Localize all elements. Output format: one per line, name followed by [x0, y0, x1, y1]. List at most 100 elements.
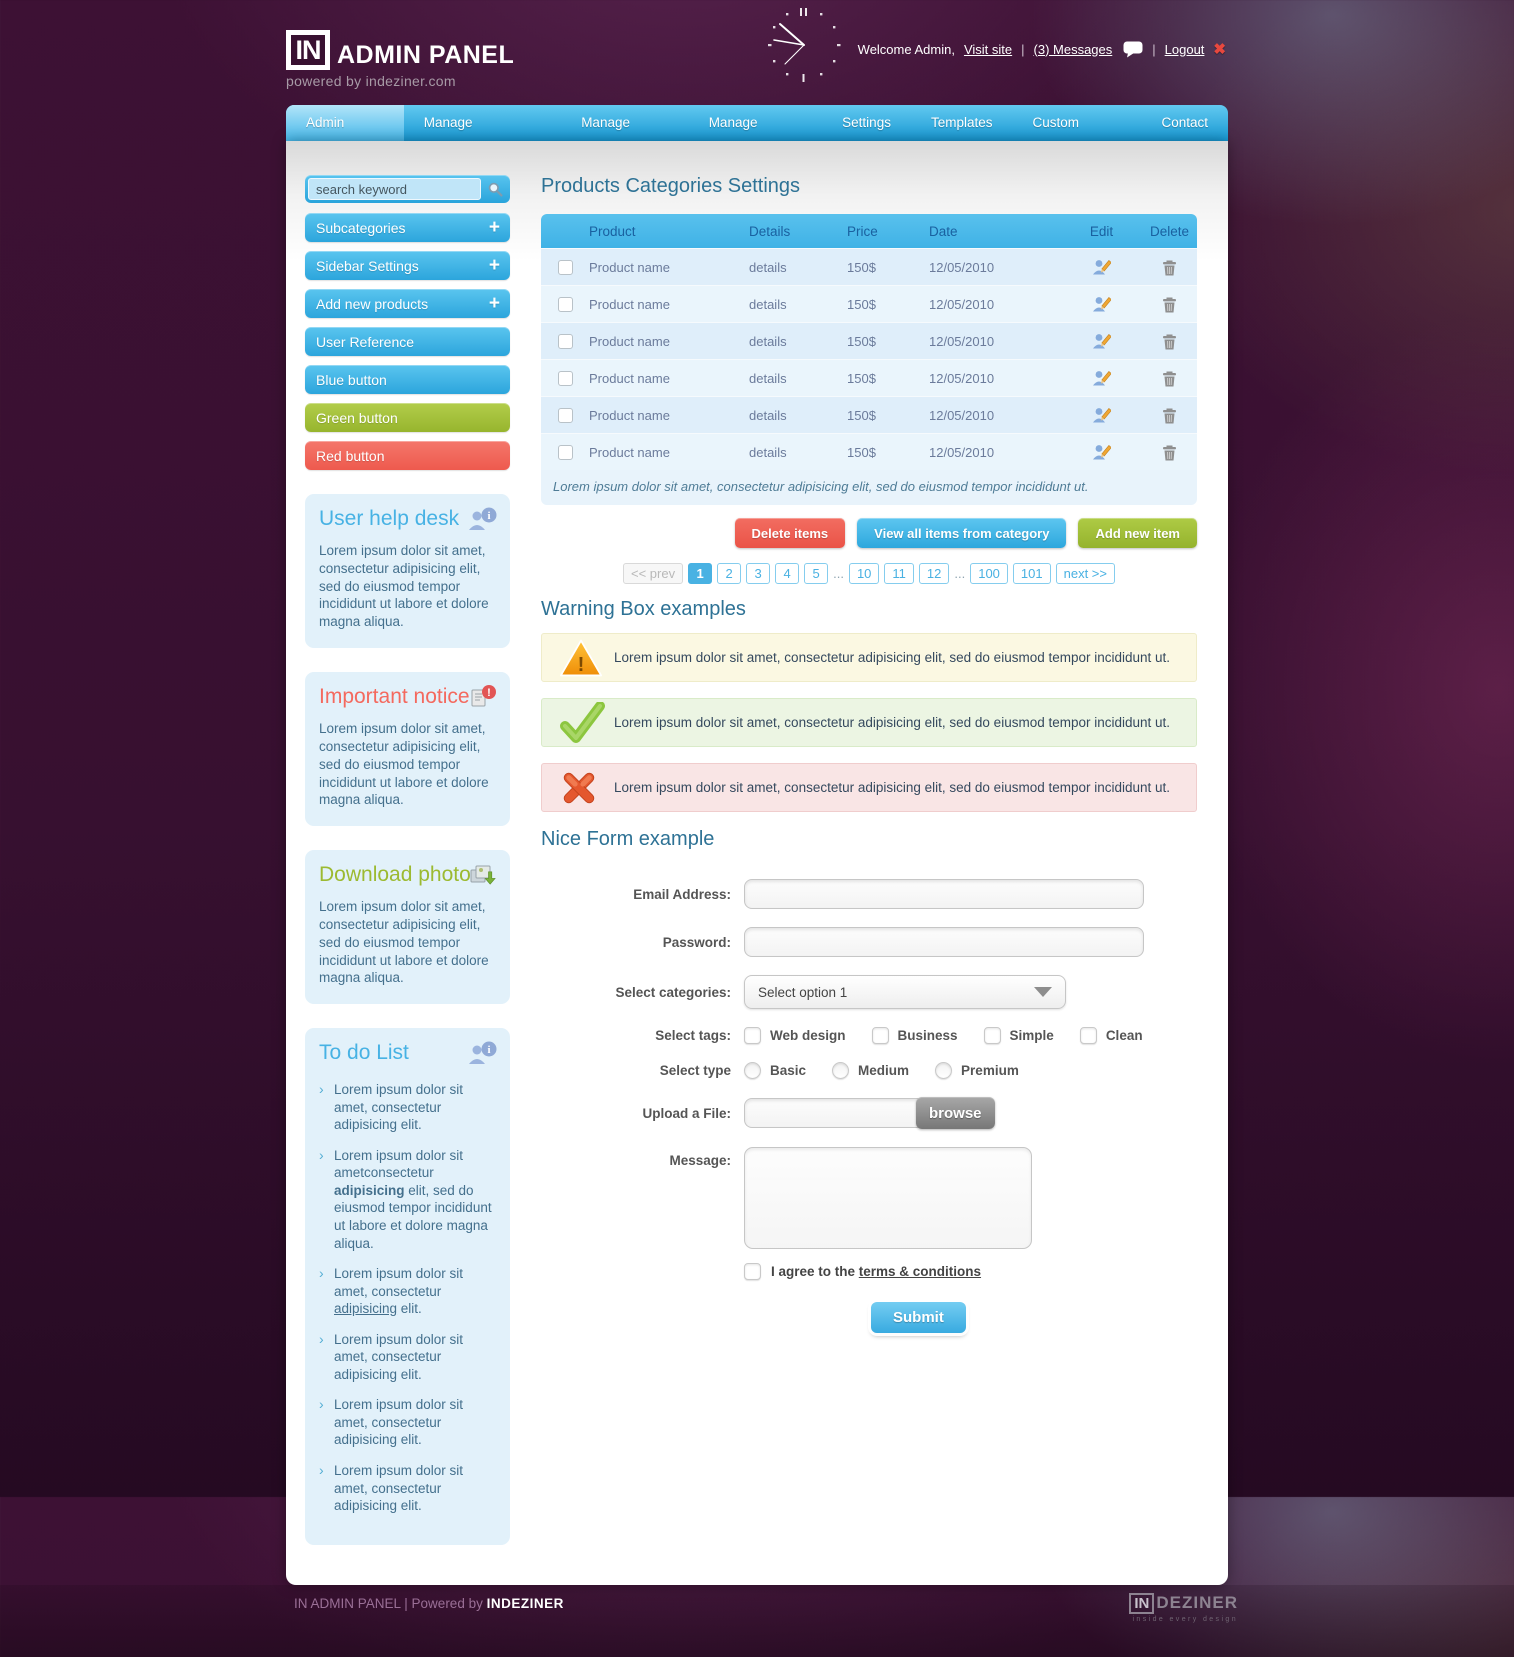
pagination-page-5[interactable]: 5: [804, 563, 828, 584]
agree-checkbox[interactable]: [744, 1263, 761, 1280]
view-all-items-button[interactable]: View all items from category: [857, 518, 1066, 548]
table-row: Product name details 150$ 12/05/2010: [541, 285, 1197, 322]
table-row: Product name details 150$ 12/05/2010: [541, 433, 1197, 470]
type-radio-medium[interactable]: [832, 1062, 849, 1079]
email-field[interactable]: [744, 879, 1144, 909]
row-checkbox[interactable]: [558, 371, 573, 386]
content-card: Subcategories + Sidebar Settings + Add n…: [286, 141, 1228, 1585]
svg-text:i: i: [487, 1044, 490, 1056]
sidebar-item-add-new-products[interactable]: Add new products +: [305, 289, 510, 318]
messages-link[interactable]: (3) Messages: [1034, 42, 1113, 57]
list-item: Lorem ipsum dolor sit ametconsectetur ad…: [319, 1147, 496, 1252]
trash-icon[interactable]: [1162, 444, 1177, 461]
sidebar-item-green-button[interactable]: Green button: [305, 403, 510, 432]
table-note: Lorem ipsum dolor sit amet, consectetur …: [541, 470, 1197, 505]
nav-tab-templates[interactable]: Templates: [911, 105, 1013, 141]
delete-items-button[interactable]: Delete items: [735, 518, 846, 548]
tag-checkbox-business[interactable]: [872, 1027, 889, 1044]
upload-file-field[interactable]: [744, 1098, 922, 1128]
main-nav: Admin Home Manage Categories Manage User…: [286, 105, 1228, 141]
sidebar-item-sidebar-settings[interactable]: Sidebar Settings +: [305, 251, 510, 280]
nav-tab-manage-users[interactable]: Manage Users: [561, 105, 689, 141]
sidebar: Subcategories + Sidebar Settings + Add n…: [305, 175, 510, 1545]
row-checkbox[interactable]: [558, 334, 573, 349]
nav-tab-manage-orders[interactable]: Manage Orders: [689, 105, 822, 141]
tags-label: Select tags:: [541, 1028, 731, 1043]
trash-icon[interactable]: [1162, 407, 1177, 424]
plus-icon: +: [489, 256, 500, 275]
todo-list: Lorem ipsum dolor sit amet, consectetur …: [319, 1081, 496, 1514]
tag-checkbox-web-design[interactable]: [744, 1027, 761, 1044]
notice-icon: !: [468, 684, 498, 715]
password-field[interactable]: [744, 927, 1144, 957]
trash-icon[interactable]: [1162, 333, 1177, 350]
table-row: Product name details 150$ 12/05/2010: [541, 359, 1197, 396]
pagination-page-3[interactable]: 3: [746, 563, 770, 584]
page-header: IN ADMIN PANEL powered by indeziner.com …: [0, 0, 1514, 105]
trash-icon[interactable]: [1162, 370, 1177, 387]
browse-button[interactable]: browse: [916, 1097, 995, 1129]
logo-subtitle: powered by indeziner.com: [286, 73, 514, 89]
nav-tab-manage-categories[interactable]: Manage Categories: [404, 105, 561, 141]
box-text: Lorem ipsum dolor sit amet, consectetur …: [319, 542, 496, 631]
tag-checkbox-simple[interactable]: [984, 1027, 1001, 1044]
col-header-date: Date: [929, 224, 1061, 239]
products-table: Product Details Price Date Edit Delete P…: [541, 214, 1197, 505]
todo-inline-link[interactable]: adipisicing: [334, 1301, 397, 1316]
edit-icon[interactable]: [1092, 295, 1111, 314]
categories-label: Select categories:: [541, 985, 731, 1000]
edit-icon[interactable]: [1092, 406, 1111, 425]
message-textarea[interactable]: [744, 1147, 1032, 1249]
sidebar-item-user-reference[interactable]: User Reference: [305, 327, 510, 356]
pagination-page-11[interactable]: 11: [884, 563, 914, 584]
submit-button[interactable]: Submit: [871, 1302, 966, 1333]
nav-tab-custom-details[interactable]: Custom details: [1012, 105, 1141, 141]
success-alert: Lorem ipsum dolor sit amet, consectetur …: [541, 698, 1197, 747]
visit-site-link[interactable]: Visit site: [964, 42, 1012, 57]
footer-brand-link[interactable]: INDEZINER: [487, 1596, 564, 1611]
nav-tab-contact[interactable]: Contact: [1141, 105, 1228, 141]
categories-select[interactable]: Select option 1: [744, 975, 1066, 1009]
logout-link[interactable]: Logout: [1165, 42, 1205, 57]
sidebar-item-red-button[interactable]: Red button: [305, 441, 510, 470]
sidebar-search-box: [305, 175, 510, 203]
pagination-page-10[interactable]: 10: [849, 563, 879, 584]
edit-icon[interactable]: [1092, 443, 1111, 462]
nav-tab-settings[interactable]: Settings: [822, 105, 911, 141]
sidebar-item-blue-button[interactable]: Blue button: [305, 365, 510, 394]
logout-x-icon[interactable]: ✖: [1213, 40, 1226, 58]
app-logo: IN ADMIN PANEL powered by indeziner.com: [286, 30, 514, 89]
add-new-item-button[interactable]: Add new item: [1078, 518, 1197, 548]
edit-icon[interactable]: [1092, 332, 1111, 351]
row-checkbox[interactable]: [558, 445, 573, 460]
pagination-page-4[interactable]: 4: [775, 563, 799, 584]
main-content: Products Categories Settings Product Det…: [541, 175, 1197, 1545]
pagination-page-100[interactable]: 100: [970, 563, 1008, 584]
type-radio-basic[interactable]: [744, 1062, 761, 1079]
pagination-page-101[interactable]: 101: [1013, 563, 1051, 584]
tag-checkbox-clean[interactable]: [1080, 1027, 1097, 1044]
col-header-delete: Delete: [1150, 224, 1189, 239]
trash-icon[interactable]: [1162, 259, 1177, 276]
search-input[interactable]: [308, 178, 481, 200]
pagination-ellipsis: ...: [833, 564, 844, 583]
pagination-page-2[interactable]: 2: [717, 563, 741, 584]
sidebar-item-subcategories[interactable]: Subcategories +: [305, 213, 510, 242]
type-radio-premium[interactable]: [935, 1062, 952, 1079]
row-checkbox[interactable]: [558, 408, 573, 423]
edit-icon[interactable]: [1092, 369, 1111, 388]
row-checkbox[interactable]: [558, 297, 573, 312]
tag-label: Web design: [770, 1028, 846, 1043]
row-checkbox[interactable]: [558, 260, 573, 275]
alert-text: Lorem ipsum dolor sit amet, consectetur …: [614, 715, 1170, 730]
nav-tab-admin-home[interactable]: Admin Home: [286, 105, 404, 141]
pagination-prev[interactable]: << prev: [623, 563, 683, 584]
edit-icon[interactable]: [1092, 258, 1111, 277]
trash-icon[interactable]: [1162, 296, 1177, 313]
type-label: Select type: [541, 1063, 731, 1078]
terms-link[interactable]: terms & conditions: [859, 1264, 981, 1279]
pagination-page-1[interactable]: 1: [688, 563, 712, 584]
pagination-next[interactable]: next >>: [1056, 563, 1115, 584]
search-icon[interactable]: [487, 181, 504, 198]
pagination-page-12[interactable]: 12: [919, 563, 949, 584]
